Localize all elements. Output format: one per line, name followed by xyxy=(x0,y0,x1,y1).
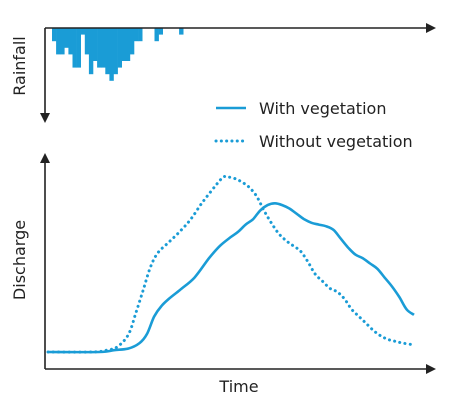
rainfall-bar xyxy=(101,28,106,68)
series-line-without-vegetation xyxy=(46,174,416,354)
rainfall-bar xyxy=(138,28,143,42)
rainfall-bar xyxy=(80,28,86,35)
rainfall-bar xyxy=(88,28,94,75)
time-axis-label: Time xyxy=(218,377,258,396)
rainfall-bar xyxy=(72,28,77,68)
rainfall-panel: Rainfall xyxy=(10,23,436,123)
legend-label-with-vegetation: With vegetation xyxy=(259,99,386,118)
discharge-axis-label: Discharge xyxy=(10,220,29,300)
rainfall-bar xyxy=(68,28,73,55)
rainfall-bar xyxy=(125,28,131,61)
rainfall-bar xyxy=(154,28,159,42)
rainfall-bar xyxy=(97,28,102,68)
rainfall-bar xyxy=(105,28,110,75)
rainfall-bar xyxy=(109,28,114,81)
rainfall-axis-label: Rainfall xyxy=(10,36,29,95)
rainfall-bar xyxy=(76,28,81,68)
rainfall-bar xyxy=(179,28,184,35)
rainfall-bar xyxy=(129,28,135,55)
rainfall-bar xyxy=(113,28,118,75)
rainfall-bar xyxy=(121,28,127,61)
rainfall-bar xyxy=(60,28,65,55)
rainfall-bar xyxy=(134,28,139,42)
rainfall-bar xyxy=(117,28,122,68)
discharge-panel: Discharge Time xyxy=(10,153,436,396)
rainfall-bar xyxy=(52,28,57,42)
series-line-with-vegetation xyxy=(47,202,415,354)
rainfall-bar xyxy=(84,28,90,55)
rainfall-bar xyxy=(56,28,61,55)
rainfall-bar xyxy=(64,28,69,48)
rainfall-bars xyxy=(52,28,184,81)
legend: With vegetation Without vegetation xyxy=(214,99,413,151)
discharge-lines xyxy=(46,174,416,354)
legend-label-without-vegetation: Without vegetation xyxy=(259,132,413,151)
rainfall-bar xyxy=(158,28,163,35)
rainfall-bar xyxy=(93,28,98,61)
